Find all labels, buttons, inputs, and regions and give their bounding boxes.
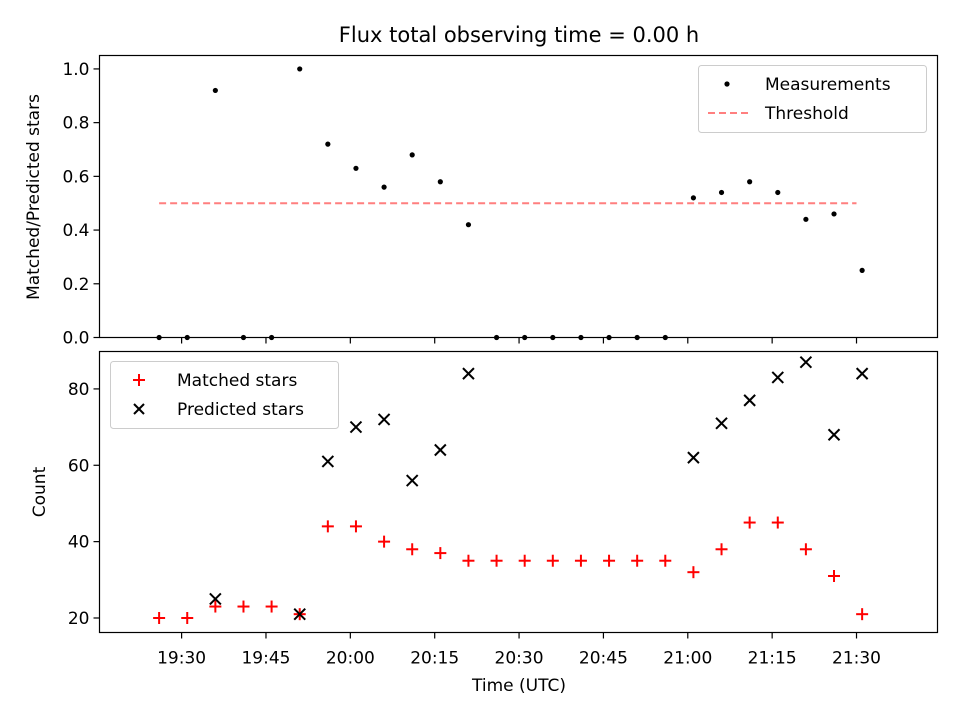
legend-matched-marker [133, 374, 145, 386]
measurements-point [803, 216, 809, 222]
top-panel: 0.0 0.2 0.4 0.6 0.8 1.0 Matched/Predicted sta… [24, 54, 939, 349]
matched-stars-point [659, 554, 672, 567]
top-legend-frame [698, 65, 927, 133]
x-tick-label: 19:30 [157, 649, 206, 669]
matched-stars-point [462, 554, 475, 567]
predicted-stars-point [855, 367, 869, 380]
x-tick-label: 19:45 [241, 649, 290, 669]
matched-stars-point [715, 543, 728, 556]
predicted-stars-point [799, 355, 813, 369]
chart-title: Flux total observing time = 0.00 h [339, 23, 699, 47]
x-tick-label: 21:00 [663, 649, 712, 669]
legend-measurements-label: Measurements [765, 75, 891, 95]
bottom-legend-frame [110, 361, 339, 429]
matched-stars-point [574, 554, 587, 567]
measurements-point [465, 222, 472, 228]
matched-stars-point [237, 600, 250, 613]
matched-stars-point [546, 554, 559, 567]
top-y-axis-label: Matched/Predicted stars [24, 94, 44, 300]
predicted-stars-point [434, 443, 447, 457]
measurements-point [718, 189, 725, 196]
top-y-tick-label: 0.6 [62, 167, 89, 187]
predicted-stars-point [687, 451, 700, 464]
matched-stars-point [743, 516, 756, 529]
x-tick-label: 20:45 [579, 649, 628, 669]
matched-stars-point [518, 554, 531, 567]
top-y-tick-label: 1.0 [62, 60, 89, 80]
matched-stars-point [378, 535, 391, 548]
predicted-stars-point [827, 428, 841, 441]
matched-stars-point [603, 554, 616, 567]
predicted-stars-point [743, 394, 756, 407]
matched-stars-point [181, 611, 194, 624]
bottom-y-tick-label: 20 [68, 609, 90, 629]
bottom-y-tick-label: 60 [68, 456, 90, 476]
legend-matched-label: Matched stars [177, 371, 297, 391]
x-tick-label: 20:15 [410, 649, 459, 669]
predicted-stars-point [462, 367, 475, 380]
predicted-stars-point [209, 592, 222, 606]
predicted-stars-point [293, 607, 306, 621]
measurements-point [381, 184, 387, 190]
matched-stars-point [153, 611, 166, 624]
legend-threshold-label: Threshold [764, 104, 849, 124]
measurements-point [747, 179, 753, 185]
matched-stars-point [828, 569, 841, 582]
x-tick-label: 20:30 [495, 649, 544, 669]
x-tick-label: 20:00 [326, 649, 375, 669]
legend-predicted-label: Predicted stars [177, 400, 304, 420]
top-plot-frame [98, 54, 939, 339]
predicted-stars-point [715, 417, 728, 430]
top-legend: Measurements Threshold [698, 65, 927, 133]
matched-stars-point [490, 554, 503, 567]
bottom-panel: 20 40 60 80 19:30 19:45 20:00 20:15 20:30 20:45 2… [30, 350, 939, 669]
measurements-point [409, 152, 415, 158]
predicted-stars-point [771, 371, 784, 384]
measurements-point [859, 267, 865, 273]
legend-predicted-marker [133, 403, 145, 415]
measurements-point [775, 189, 781, 196]
measurements-point [212, 87, 218, 94]
top-y-tick-label: 0.2 [62, 275, 89, 295]
bottom-plot-frame [98, 350, 939, 634]
measurements-point [437, 179, 443, 185]
measurements-point [297, 66, 303, 72]
matched-stars-point [631, 554, 644, 567]
legend-measurements-marker [724, 81, 730, 87]
predicted-stars-point [405, 474, 419, 487]
matched-stars-point [209, 600, 222, 613]
x-tick-label: 21:30 [832, 649, 881, 669]
measurements-point [325, 141, 331, 147]
measurements-point [353, 165, 359, 171]
bottom-y-tick-label: 80 [68, 380, 90, 400]
matched-stars-point [856, 608, 869, 621]
predicted-stars-point [321, 455, 335, 468]
predicted-stars-point [377, 413, 391, 426]
matched-stars-point [265, 600, 278, 613]
measurements-point [690, 195, 697, 201]
top-y-tick-label: 0.4 [62, 221, 89, 241]
bottom-legend: Matched stars Predicted stars [110, 361, 339, 429]
bottom-y-axis-label: Count [30, 466, 50, 517]
top-y-tick-label: 0.0 [62, 329, 89, 349]
x-tick-label: 21:15 [748, 649, 797, 669]
predicted-stars-point [349, 420, 363, 434]
matched-stars-point [687, 566, 700, 579]
matched-stars-point [406, 543, 419, 556]
matched-stars-point [799, 543, 812, 556]
matched-stars-point [321, 520, 334, 533]
matched-stars-point [434, 547, 447, 560]
x-axis-label: Time (UTC) [471, 676, 566, 696]
top-y-tick-label: 0.8 [62, 114, 89, 134]
measurements-point [831, 211, 837, 217]
matched-stars-point [349, 520, 362, 533]
bottom-y-tick-label: 40 [68, 533, 90, 553]
matched-stars-point [771, 516, 784, 529]
